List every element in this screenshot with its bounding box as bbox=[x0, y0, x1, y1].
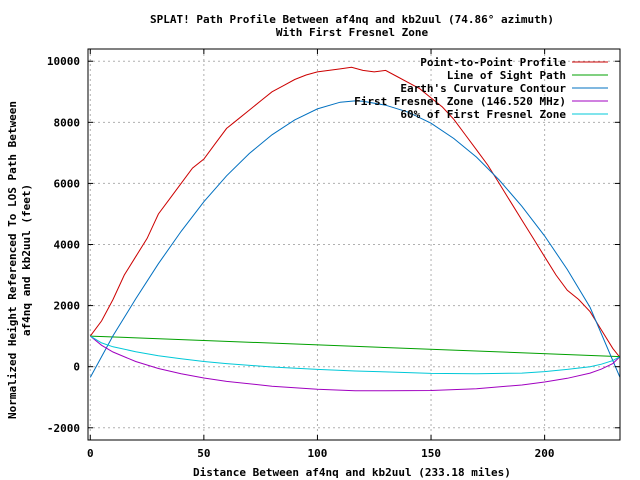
x-axis-label: Distance Between af4nq and kb2uul (233.1… bbox=[193, 466, 511, 479]
legend-label: Line of Sight Path bbox=[447, 69, 566, 82]
series-line-earth-s-curvature-contour bbox=[89, 100, 621, 378]
series-group bbox=[89, 66, 621, 392]
x-tick-label: 150 bbox=[421, 447, 441, 460]
chart-subtitle: With First Fresnel Zone bbox=[276, 26, 429, 39]
series-line-line-of-sight-path bbox=[90, 335, 621, 358]
series-line-60-of-first-fresnel-zone bbox=[90, 335, 621, 375]
y-tick-label: 2000 bbox=[54, 300, 81, 313]
y-tick-label: 8000 bbox=[54, 116, 81, 129]
y-tick-label: 6000 bbox=[54, 177, 81, 190]
x-tick-label: 50 bbox=[197, 447, 210, 460]
y-tick-label: -2000 bbox=[47, 422, 80, 435]
x-tick-label: 200 bbox=[535, 447, 555, 460]
series-line-point-to-point-profile bbox=[89, 66, 621, 358]
legend-label: First Fresnel Zone (146.520 MHz) bbox=[354, 95, 566, 108]
y-axis-label-line1: Normalized Height Referenced To LOS Path… bbox=[6, 101, 19, 419]
legend-label: 60% of First Fresnel Zone bbox=[400, 108, 566, 121]
y-axis-label-line2: af4nq and kb2uul (feet) bbox=[20, 184, 33, 336]
axis-ticks: 0 50 100 150 200 -2000 0 2000 4000 6000 8000 10000 bbox=[47, 49, 620, 460]
series-line-first-fresnel-zone-146-520-mhz bbox=[89, 335, 621, 392]
legend-label: Earth's Curvature Contour bbox=[400, 82, 566, 95]
x-tick-label: 0 bbox=[87, 447, 94, 460]
grid bbox=[88, 49, 620, 440]
x-tick-label: 100 bbox=[308, 447, 328, 460]
y-tick-label: 10000 bbox=[47, 55, 80, 68]
legend-label: Point-to-Point Profile bbox=[420, 56, 566, 69]
y-tick-label: 4000 bbox=[54, 239, 81, 252]
chart-title: SPLAT! Path Profile Between af4nq and kb… bbox=[150, 13, 554, 26]
y-tick-label: 0 bbox=[73, 361, 80, 374]
